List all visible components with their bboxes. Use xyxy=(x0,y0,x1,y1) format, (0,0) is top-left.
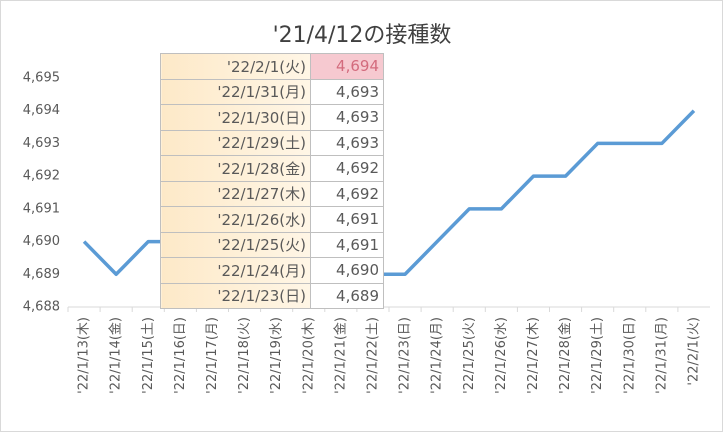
x-tick-label: '22/1/23(日) xyxy=(398,317,413,394)
x-tick-label: '22/1/30(日) xyxy=(622,317,637,394)
table-row: '22/1/23(日) 4,689 xyxy=(160,282,384,309)
value-cell: 4,693 xyxy=(310,129,384,156)
table-row: '22/1/28(金) 4,692 xyxy=(160,155,384,182)
value-cell: 4,692 xyxy=(310,155,384,182)
y-tick-label: 4,694 xyxy=(23,103,60,118)
y-tick-label: 4,689 xyxy=(23,267,60,282)
table-row: '22/2/1(火) 4,694 xyxy=(160,53,384,80)
table-row: '22/1/25(火) 4,691 xyxy=(160,231,384,258)
table-row: '22/1/31(月) 4,693 xyxy=(160,78,384,105)
x-tick-label: '22/1/31(月) xyxy=(654,317,669,394)
table-row: '22/1/26(水) 4,691 xyxy=(160,206,384,233)
y-tick-label: 4,691 xyxy=(23,201,60,216)
table-row: '22/1/30(日) 4,693 xyxy=(160,104,384,131)
table-row: '22/1/27(木) 4,692 xyxy=(160,180,384,207)
x-tick-label: '22/1/28(金) xyxy=(557,317,573,394)
value-cell: 4,691 xyxy=(310,206,384,233)
y-tick-label: 4,688 xyxy=(23,300,60,315)
value-cell: 4,690 xyxy=(310,257,384,284)
chart-title: '21/4/12の接種数 xyxy=(273,23,452,48)
date-cell: '22/1/28(金) xyxy=(160,155,311,182)
x-tick-label: '22/1/19(水) xyxy=(269,317,284,394)
x-tick-label: '22/1/16(日) xyxy=(173,317,188,394)
x-tick-label: '22/1/15(土) xyxy=(141,317,156,394)
x-tick-label: '22/1/14(金) xyxy=(108,317,124,394)
date-cell: '22/1/30(日) xyxy=(160,104,311,131)
value-cell: 4,691 xyxy=(310,231,384,258)
x-tick-label: '22/1/22(土) xyxy=(365,317,380,394)
date-cell: '22/1/31(月) xyxy=(160,78,311,105)
value-cell: 4,693 xyxy=(310,78,384,105)
x-tick-label: '22/1/18(火) xyxy=(237,317,252,394)
x-tick-label: '22/1/25(火) xyxy=(462,317,477,394)
date-cell: '22/1/23(日) xyxy=(160,282,311,309)
value-cell: 4,694 xyxy=(310,53,384,80)
date-cell: '22/1/24(月) xyxy=(160,257,311,284)
date-cell: '22/2/1(火) xyxy=(160,53,311,80)
date-cell: '22/1/26(水) xyxy=(160,206,311,233)
overlay-table: '22/2/1(火) 4,694'22/1/31(月) 4,693'22/1/30(… xyxy=(160,53,384,309)
date-cell: '22/1/27(木) xyxy=(160,180,311,207)
value-cell: 4,693 xyxy=(310,104,384,131)
x-tick-label: '22/1/27(木) xyxy=(526,317,541,394)
x-tick-label: '22/1/13(木) xyxy=(77,317,92,394)
x-tick-label: '22/2/1(火) xyxy=(686,317,701,386)
y-tick-label: 4,690 xyxy=(23,234,60,249)
table-row: '22/1/24(月) 4,690 xyxy=(160,257,384,284)
value-cell: 4,689 xyxy=(310,282,384,309)
x-tick-label: '22/1/17(月) xyxy=(205,317,220,394)
y-tick-label: 4,693 xyxy=(23,136,60,151)
x-tick-label: '22/1/21(金) xyxy=(332,317,348,394)
x-tick-label: '22/1/26(水) xyxy=(494,317,509,394)
y-tick-label: 4,692 xyxy=(23,169,60,184)
value-cell: 4,692 xyxy=(310,180,384,207)
date-cell: '22/1/29(土) xyxy=(160,129,311,156)
date-cell: '22/1/25(火) xyxy=(160,231,311,258)
table-row: '22/1/29(土) 4,693 xyxy=(160,129,384,156)
y-tick-label: 4,695 xyxy=(23,71,60,86)
x-tick-label: '22/1/24(月) xyxy=(430,317,445,394)
x-tick-label: '22/1/20(木) xyxy=(301,317,316,394)
x-tick-label: '22/1/29(土) xyxy=(590,317,605,394)
